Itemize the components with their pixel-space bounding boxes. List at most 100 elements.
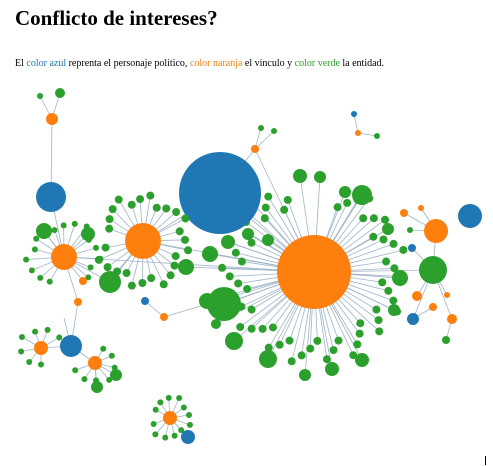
- entity-node[interactable]: [237, 257, 246, 266]
- entity-node[interactable]: [369, 214, 378, 223]
- entity-node[interactable]: [150, 420, 157, 427]
- entity-node[interactable]: [159, 280, 168, 289]
- entity-node[interactable]: [352, 185, 372, 205]
- entity-node[interactable]: [56, 334, 63, 341]
- entity-node[interactable]: [384, 286, 393, 295]
- entity-node[interactable]: [33, 235, 40, 242]
- entity-node[interactable]: [258, 324, 267, 333]
- link-node[interactable]: [277, 235, 351, 309]
- entity-node[interactable]: [23, 256, 30, 263]
- entity-node[interactable]: [81, 227, 95, 241]
- entity-node[interactable]: [87, 264, 94, 271]
- entity-node[interactable]: [211, 319, 221, 329]
- entity-node[interactable]: [299, 369, 311, 381]
- link-node[interactable]: [88, 356, 102, 370]
- entity-node[interactable]: [60, 222, 67, 229]
- link-node[interactable]: [429, 303, 437, 311]
- entity-node[interactable]: [356, 319, 365, 328]
- entity-node[interactable]: [105, 215, 114, 224]
- entity-node[interactable]: [353, 340, 362, 349]
- link-node[interactable]: [125, 223, 161, 259]
- entity-node[interactable]: [127, 281, 136, 290]
- entity-node[interactable]: [271, 128, 277, 134]
- entity-node[interactable]: [186, 411, 193, 418]
- entity-node[interactable]: [280, 205, 289, 214]
- politician-node[interactable]: [351, 111, 357, 117]
- entity-node[interactable]: [314, 171, 326, 183]
- link-node[interactable]: [51, 244, 77, 270]
- entity-node[interactable]: [388, 304, 400, 316]
- entity-node[interactable]: [343, 198, 352, 207]
- entity-node[interactable]: [18, 334, 25, 340]
- entity-node[interactable]: [306, 344, 315, 353]
- entity-node[interactable]: [105, 224, 114, 233]
- entity-node[interactable]: [171, 252, 180, 261]
- entity-node[interactable]: [136, 195, 145, 204]
- entity-node[interactable]: [55, 88, 65, 98]
- entity-node[interactable]: [99, 271, 121, 293]
- entity-node[interactable]: [166, 271, 175, 280]
- entity-node[interactable]: [297, 351, 306, 360]
- entity-node[interactable]: [114, 195, 123, 204]
- politician-node[interactable]: [407, 313, 419, 325]
- entity-node[interactable]: [372, 305, 381, 314]
- entity-node[interactable]: [390, 264, 399, 273]
- entity-node[interactable]: [71, 220, 78, 227]
- entity-node[interactable]: [170, 261, 179, 270]
- link-node[interactable]: [34, 341, 48, 355]
- link-node[interactable]: [79, 277, 87, 285]
- entity-node[interactable]: [46, 278, 53, 285]
- entity-node[interactable]: [283, 195, 292, 204]
- entity-node[interactable]: [110, 369, 122, 381]
- entity-node[interactable]: [152, 203, 161, 212]
- entity-node[interactable]: [85, 274, 92, 281]
- entity-node[interactable]: [152, 431, 159, 438]
- entity-node[interactable]: [180, 235, 189, 244]
- entity-node[interactable]: [51, 227, 58, 234]
- entity-node[interactable]: [176, 394, 183, 401]
- entity-node[interactable]: [108, 205, 117, 214]
- link-node[interactable]: [418, 205, 424, 211]
- entity-node[interactable]: [382, 223, 394, 235]
- entity-node[interactable]: [392, 270, 408, 286]
- entity-node[interactable]: [108, 352, 115, 359]
- entity-node[interactable]: [260, 214, 269, 223]
- entity-node[interactable]: [181, 214, 190, 223]
- entity-node[interactable]: [221, 235, 235, 249]
- politician-node[interactable]: [179, 152, 261, 234]
- entity-node[interactable]: [184, 246, 193, 255]
- link-node[interactable]: [412, 291, 422, 301]
- link-node[interactable]: [163, 411, 177, 425]
- entity-node[interactable]: [379, 235, 388, 244]
- entity-node[interactable]: [165, 394, 172, 401]
- entity-node[interactable]: [389, 296, 398, 305]
- entity-node[interactable]: [264, 343, 273, 352]
- entity-node[interactable]: [242, 228, 254, 240]
- entity-node[interactable]: [247, 305, 256, 314]
- entity-node[interactable]: [275, 340, 284, 349]
- entity-node[interactable]: [122, 269, 131, 278]
- link-node[interactable]: [355, 130, 361, 136]
- entity-node[interactable]: [171, 432, 178, 439]
- entity-node[interactable]: [369, 232, 378, 241]
- politician-node[interactable]: [181, 430, 195, 444]
- entity-node[interactable]: [37, 274, 44, 281]
- entity-node[interactable]: [355, 353, 369, 367]
- entity-node[interactable]: [202, 246, 218, 262]
- entity-node[interactable]: [97, 255, 104, 262]
- entity-node[interactable]: [91, 381, 103, 393]
- entity-node[interactable]: [287, 357, 296, 366]
- entity-node[interactable]: [333, 203, 342, 212]
- entity-node[interactable]: [355, 329, 364, 338]
- entity-node[interactable]: [103, 263, 112, 272]
- entity-node[interactable]: [146, 191, 155, 200]
- entity-node[interactable]: [349, 351, 358, 360]
- entity-node[interactable]: [178, 427, 185, 434]
- entity-node[interactable]: [399, 245, 408, 254]
- entity-node[interactable]: [81, 376, 88, 383]
- entity-node[interactable]: [186, 421, 193, 428]
- entity-node[interactable]: [28, 267, 35, 274]
- entity-node[interactable]: [172, 208, 181, 217]
- entity-node[interactable]: [313, 336, 322, 345]
